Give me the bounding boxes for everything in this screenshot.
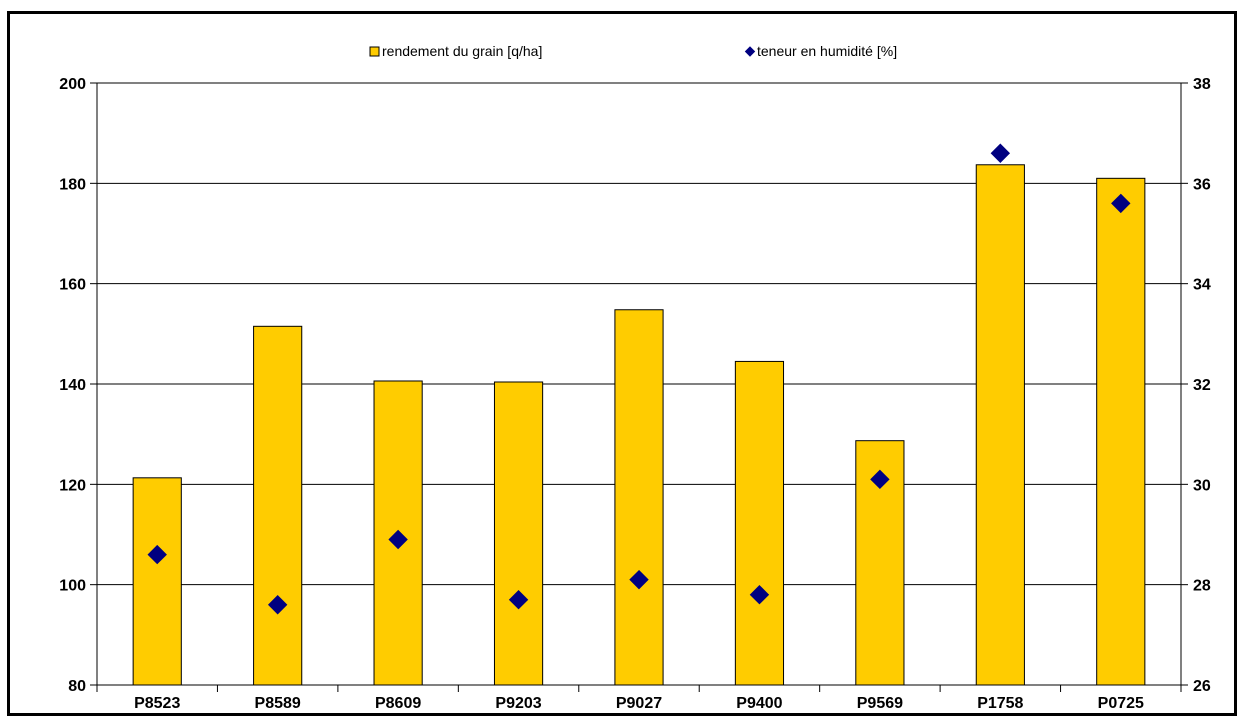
point-P8609: [388, 529, 408, 550]
x-tick-label: P9400: [736, 695, 782, 712]
x-tick-label: P9203: [495, 695, 541, 712]
bar-P9203: [493, 381, 544, 686]
y-tick-label: 160: [59, 277, 86, 294]
point-P8589: [267, 595, 288, 615]
y2-tick-label: 38: [1193, 76, 1211, 93]
legend: rendement du grain [q/ha] teneur en humi…: [369, 43, 897, 59]
y2-tick-label: 32: [1193, 377, 1211, 394]
legend-marker-moisture: [744, 46, 756, 57]
y-tick-label: 180: [59, 176, 86, 193]
y-tick-label: 120: [59, 477, 86, 494]
x-tick-label: P8589: [255, 695, 301, 712]
y2-tick-label: 34: [1193, 277, 1211, 294]
bar-P1758: [975, 164, 1025, 686]
bar-P9400: [734, 360, 785, 686]
point-P9569: [870, 469, 890, 490]
y-tick-label: 100: [59, 578, 86, 595]
point-P8523: [147, 544, 167, 565]
x-tick-label: P1758: [977, 695, 1023, 712]
legend-label-moisture: teneur en humidité [%]: [757, 43, 897, 59]
point-P9203: [508, 590, 529, 610]
legend-swatch-yield: [369, 46, 380, 57]
y-tick-label: 200: [59, 76, 86, 93]
moisture-points: [147, 143, 1131, 615]
x-tick-label: P8523: [134, 695, 180, 712]
y-tick-label: 80: [68, 678, 86, 695]
y-tick-label: 140: [59, 377, 86, 394]
legend-label-yield: rendement du grain [q/ha]: [382, 43, 542, 59]
axes: [90, 82, 1188, 692]
point-P9027: [629, 569, 649, 590]
x-tick-label: P9569: [857, 695, 903, 712]
y2-tick-label: 26: [1193, 678, 1211, 695]
bar-P0725: [1096, 177, 1146, 686]
y2-tick-label: 36: [1193, 176, 1211, 193]
bar-P9027: [614, 309, 664, 686]
x-tick-label: P9027: [616, 695, 662, 712]
y2-tick-label: 30: [1193, 477, 1211, 494]
point-P1758: [990, 143, 1011, 163]
y2-tick-label: 28: [1193, 578, 1211, 595]
bar-P8589: [253, 325, 303, 686]
point-P9400: [749, 584, 770, 605]
x-tick-label: P0725: [1098, 695, 1144, 712]
x-tick-label: P8609: [375, 695, 421, 712]
point-P0725: [1111, 193, 1131, 214]
tick-labels: 80 26 100 28 120 30 140 32 160 34 180 36 200 38 P8523 P…: [59, 76, 1211, 712]
bar-P8523: [132, 477, 182, 686]
